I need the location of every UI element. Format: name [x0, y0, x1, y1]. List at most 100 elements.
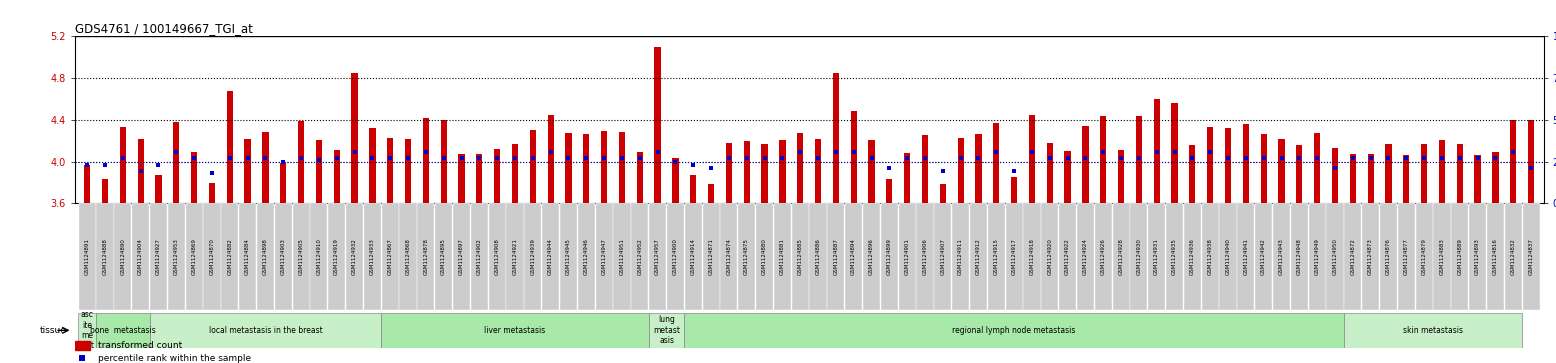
Text: GSM1124920: GSM1124920: [1047, 238, 1052, 275]
Bar: [1296, 145, 1302, 203]
FancyBboxPatch shape: [381, 313, 649, 348]
FancyBboxPatch shape: [1344, 313, 1522, 348]
FancyBboxPatch shape: [275, 203, 293, 310]
Text: GSM1124902: GSM1124902: [476, 238, 482, 275]
FancyBboxPatch shape: [756, 203, 773, 310]
Text: GSM1124927: GSM1124927: [156, 238, 160, 275]
Bar: [672, 158, 678, 203]
Bar: [904, 153, 910, 203]
FancyBboxPatch shape: [1220, 203, 1237, 310]
FancyBboxPatch shape: [1397, 203, 1414, 310]
Bar: [227, 91, 233, 203]
FancyBboxPatch shape: [96, 313, 149, 348]
Bar: [1368, 154, 1374, 203]
FancyBboxPatch shape: [934, 203, 951, 310]
FancyBboxPatch shape: [132, 203, 149, 310]
Bar: [868, 140, 874, 203]
Bar: [1136, 115, 1142, 203]
Bar: [120, 127, 126, 203]
FancyBboxPatch shape: [364, 203, 381, 310]
Bar: [101, 179, 107, 203]
FancyBboxPatch shape: [809, 203, 826, 310]
Bar: [297, 121, 303, 203]
Text: regional lymph node metastasis: regional lymph node metastasis: [952, 326, 1075, 335]
FancyBboxPatch shape: [417, 203, 434, 310]
FancyBboxPatch shape: [632, 203, 649, 310]
FancyBboxPatch shape: [381, 203, 398, 310]
Bar: [584, 134, 590, 203]
Bar: [1172, 103, 1178, 203]
Text: GSM1124903: GSM1124903: [280, 238, 286, 275]
FancyBboxPatch shape: [1309, 203, 1326, 310]
Text: GSM1124893: GSM1124893: [1475, 238, 1480, 275]
FancyBboxPatch shape: [185, 203, 202, 310]
Text: GSM1124935: GSM1124935: [1172, 238, 1176, 275]
FancyBboxPatch shape: [702, 203, 719, 310]
FancyBboxPatch shape: [668, 203, 685, 310]
Text: skin metastasis: skin metastasis: [1404, 326, 1463, 335]
Bar: [209, 183, 215, 203]
Text: GSM1124950: GSM1124950: [1332, 238, 1338, 275]
Text: GSM1124948: GSM1124948: [1296, 238, 1302, 275]
Text: GSM1124922: GSM1124922: [1066, 238, 1071, 275]
FancyBboxPatch shape: [114, 203, 131, 310]
Bar: [921, 135, 927, 203]
Bar: [565, 133, 571, 203]
Bar: [761, 144, 767, 203]
FancyBboxPatch shape: [685, 313, 1344, 348]
Text: asc
ite
me
tast: asc ite me tast: [79, 310, 95, 350]
Bar: [1153, 99, 1159, 203]
FancyBboxPatch shape: [1184, 203, 1201, 310]
Text: GSM1124917: GSM1124917: [1011, 238, 1016, 275]
Bar: [976, 134, 982, 203]
Bar: [1047, 143, 1053, 203]
FancyBboxPatch shape: [541, 203, 559, 310]
FancyBboxPatch shape: [738, 203, 755, 310]
Bar: [708, 184, 714, 203]
Bar: [797, 133, 803, 203]
FancyBboxPatch shape: [1201, 203, 1218, 310]
Text: GSM1124880: GSM1124880: [762, 238, 767, 275]
FancyBboxPatch shape: [436, 203, 453, 310]
Bar: [1475, 155, 1481, 203]
FancyBboxPatch shape: [1380, 203, 1397, 310]
FancyBboxPatch shape: [1469, 203, 1486, 310]
Bar: [333, 150, 339, 203]
Text: percentile rank within the sample: percentile rank within the sample: [98, 354, 251, 363]
Text: GSM1124905: GSM1124905: [299, 238, 303, 275]
Bar: [1421, 144, 1427, 203]
FancyBboxPatch shape: [328, 203, 345, 310]
FancyBboxPatch shape: [1237, 203, 1254, 310]
Bar: [815, 139, 822, 203]
Text: GSM1124940: GSM1124940: [1226, 238, 1231, 275]
Text: GSM1124944: GSM1124944: [548, 238, 552, 275]
FancyBboxPatch shape: [1344, 203, 1362, 310]
Bar: [1492, 152, 1498, 203]
Text: GSM1124879: GSM1124879: [1422, 238, 1427, 275]
FancyBboxPatch shape: [1505, 203, 1522, 310]
Bar: [459, 154, 465, 203]
Bar: [440, 120, 447, 203]
Bar: [316, 140, 322, 203]
Text: GSM1124899: GSM1124899: [887, 238, 892, 275]
Text: GSM1124870: GSM1124870: [210, 238, 215, 275]
Bar: [476, 154, 482, 203]
Bar: [84, 165, 90, 203]
Bar: [1083, 126, 1089, 203]
Text: GSM1124939: GSM1124939: [531, 238, 535, 275]
FancyBboxPatch shape: [149, 203, 166, 310]
Text: GSM1124883: GSM1124883: [1439, 238, 1444, 275]
Text: GSM1124946: GSM1124946: [584, 238, 588, 275]
Bar: [137, 139, 143, 203]
Bar: [1511, 120, 1517, 203]
Text: GSM1124951: GSM1124951: [619, 238, 624, 275]
FancyBboxPatch shape: [969, 203, 987, 310]
FancyBboxPatch shape: [649, 313, 685, 348]
Text: GSM1124918: GSM1124918: [1030, 238, 1035, 275]
Text: GSM1124926: GSM1124926: [1100, 238, 1106, 275]
Text: GSM1124897: GSM1124897: [459, 238, 464, 275]
Bar: [1404, 155, 1410, 203]
Text: GSM1124915: GSM1124915: [994, 238, 999, 275]
Text: GSM1124832: GSM1124832: [1511, 238, 1516, 275]
Text: GSM1124949: GSM1124949: [1315, 238, 1319, 275]
